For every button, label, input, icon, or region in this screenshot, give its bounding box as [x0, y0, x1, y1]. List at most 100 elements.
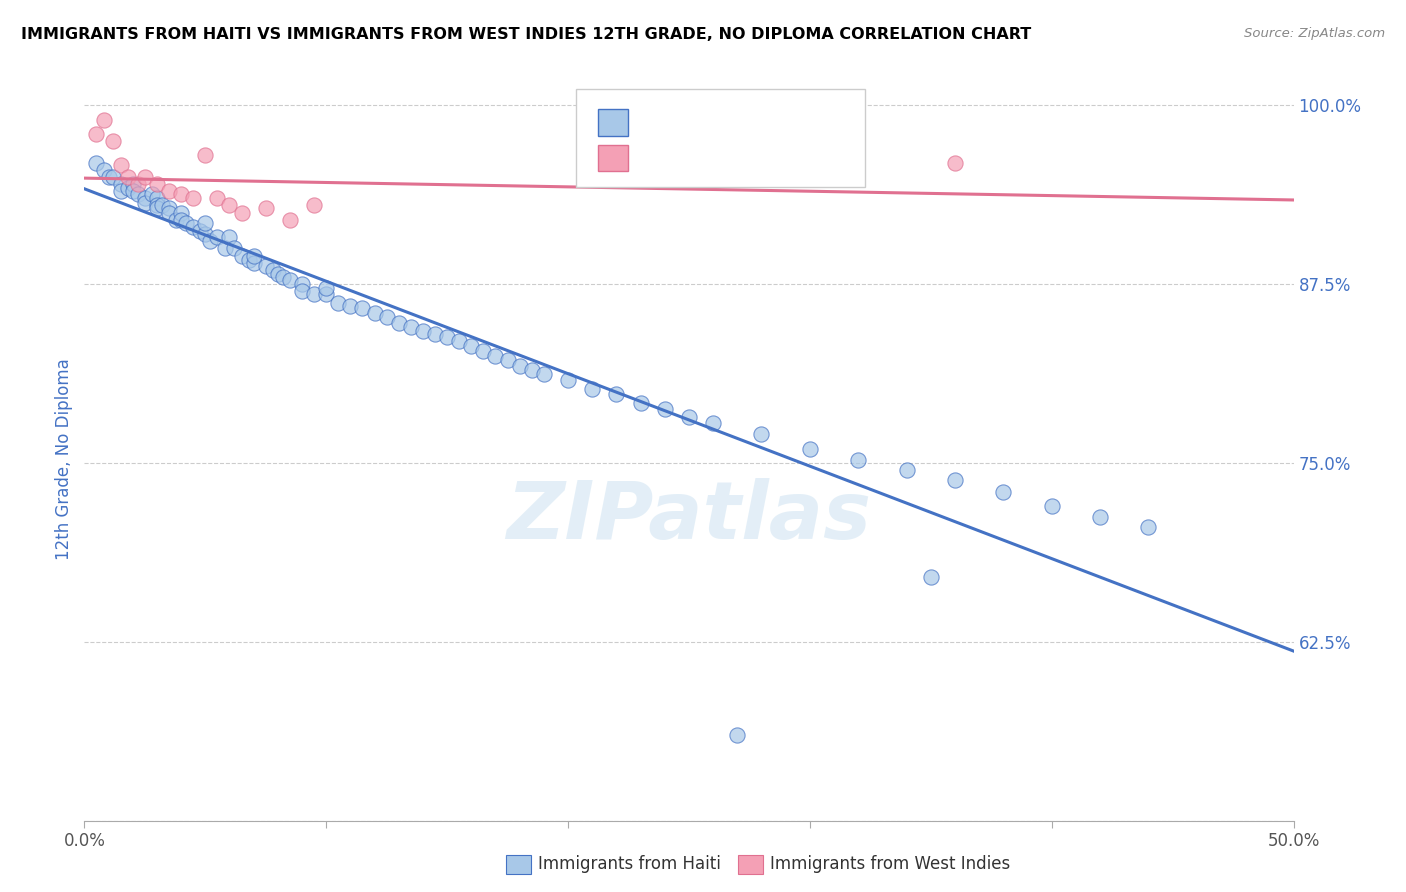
Point — [315, 287, 337, 301]
Point — [799, 442, 821, 456]
Point — [110, 158, 132, 172]
Point — [170, 205, 193, 219]
Point — [449, 334, 471, 349]
Point — [993, 484, 1015, 499]
Point — [271, 269, 294, 284]
Point — [134, 169, 156, 184]
Point — [846, 453, 869, 467]
Point — [339, 299, 361, 313]
Point — [254, 202, 277, 216]
Point — [291, 277, 314, 292]
Point — [1088, 510, 1111, 524]
Y-axis label: 12th Grade, No Diploma: 12th Grade, No Diploma — [55, 359, 73, 560]
Point — [278, 273, 301, 287]
Point — [920, 570, 942, 584]
Point — [121, 184, 143, 198]
Text: ZIPatlas: ZIPatlas — [506, 478, 872, 557]
Point — [134, 195, 156, 210]
Text: 0.577: 0.577 — [679, 149, 740, 167]
Point — [110, 177, 132, 191]
Point — [141, 186, 163, 201]
Point — [702, 416, 724, 430]
Point — [581, 382, 603, 396]
Text: R =: R = — [640, 113, 678, 131]
Point — [174, 216, 197, 230]
Point — [557, 373, 579, 387]
Point — [103, 169, 125, 184]
Point — [496, 353, 519, 368]
Point — [194, 148, 217, 162]
Point — [278, 212, 301, 227]
Point — [242, 248, 264, 262]
Point — [630, 396, 652, 410]
Point — [605, 387, 627, 401]
Point — [484, 349, 506, 363]
Text: -0.619: -0.619 — [679, 113, 741, 131]
Point — [533, 368, 555, 382]
Point — [291, 285, 314, 299]
Point — [520, 363, 543, 377]
Point — [1040, 499, 1063, 513]
Text: N =: N = — [734, 149, 783, 167]
Point — [194, 227, 217, 241]
Point — [134, 191, 156, 205]
Point — [157, 205, 180, 219]
Point — [117, 181, 139, 195]
Point — [214, 241, 236, 255]
Point — [352, 301, 374, 316]
Point — [86, 127, 108, 141]
Point — [110, 184, 132, 198]
Point — [181, 191, 204, 205]
Point — [388, 316, 411, 330]
Point — [725, 728, 748, 742]
Point — [678, 410, 700, 425]
Point — [181, 219, 204, 234]
Point — [157, 184, 180, 198]
Text: R =: R = — [640, 149, 678, 167]
Text: Immigrants from West Indies: Immigrants from West Indies — [770, 855, 1011, 873]
Point — [170, 186, 193, 201]
Point — [207, 191, 229, 205]
Point — [302, 287, 325, 301]
Point — [231, 248, 253, 262]
Point — [363, 306, 385, 320]
Point — [93, 162, 115, 177]
Point — [170, 212, 193, 227]
Point — [190, 224, 212, 238]
Point — [654, 401, 676, 416]
Point — [315, 281, 337, 295]
Point — [146, 177, 169, 191]
Point — [242, 255, 264, 269]
Point — [218, 230, 240, 244]
Text: 19: 19 — [780, 149, 804, 167]
Point — [896, 463, 918, 477]
Point — [1137, 520, 1160, 534]
Point — [165, 212, 187, 227]
Point — [121, 177, 143, 191]
Text: IMMIGRANTS FROM HAITI VS IMMIGRANTS FROM WEST INDIES 12TH GRADE, NO DIPLOMA CORR: IMMIGRANTS FROM HAITI VS IMMIGRANTS FROM… — [21, 27, 1032, 42]
Point — [146, 202, 169, 216]
Point — [86, 155, 108, 169]
Point — [254, 259, 277, 273]
Point — [150, 198, 173, 212]
Point — [127, 177, 149, 191]
Point — [751, 427, 773, 442]
Point — [238, 252, 260, 267]
Point — [93, 112, 115, 127]
Point — [412, 324, 434, 338]
Point — [127, 186, 149, 201]
Point — [224, 241, 246, 255]
Text: 82: 82 — [780, 113, 804, 131]
Point — [943, 473, 966, 487]
Point — [509, 359, 531, 373]
Point — [328, 295, 350, 310]
Point — [117, 169, 139, 184]
Text: N =: N = — [734, 113, 783, 131]
Point — [146, 198, 169, 212]
Point — [103, 134, 125, 148]
Point — [460, 338, 482, 352]
Point — [207, 230, 229, 244]
Point — [423, 327, 446, 342]
Point — [97, 169, 120, 184]
Point — [194, 216, 217, 230]
